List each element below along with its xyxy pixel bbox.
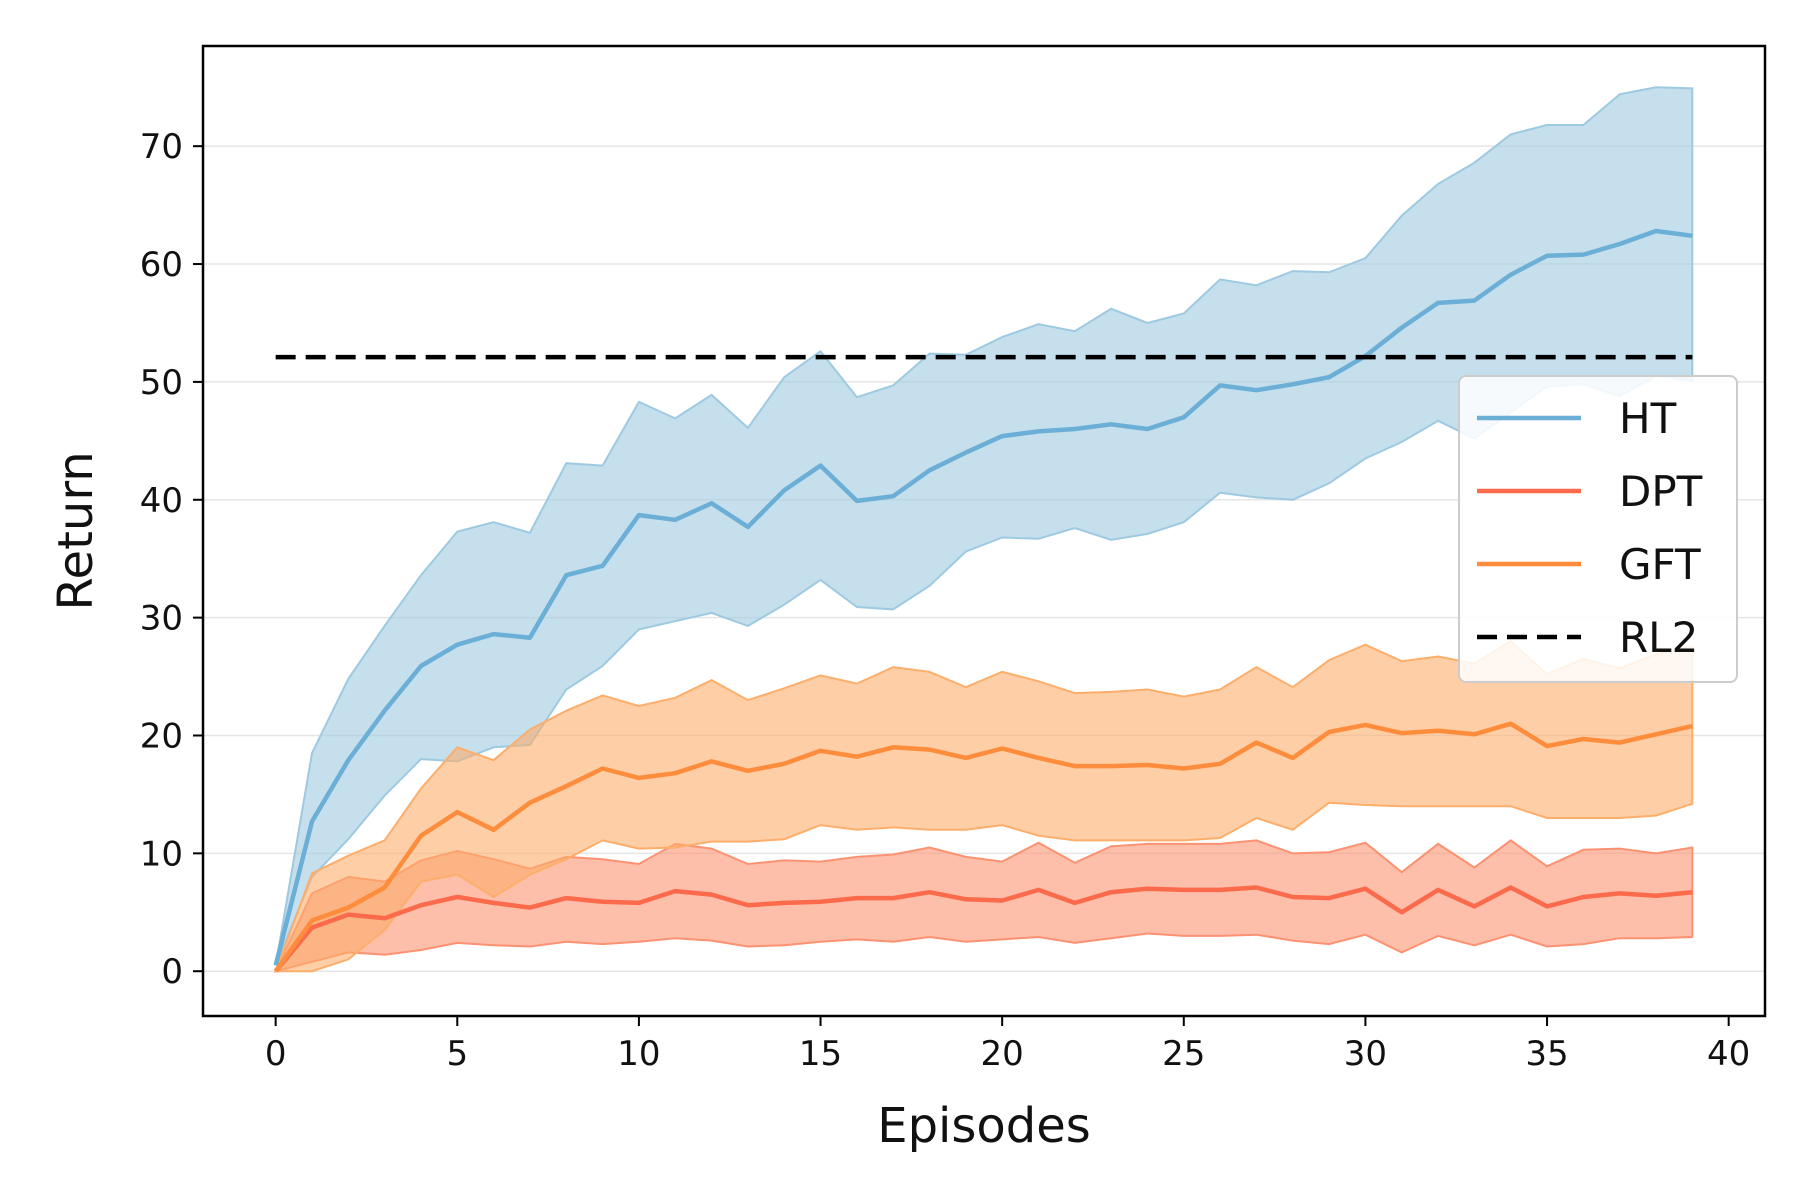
y-axis-title: Return [48, 451, 104, 610]
x-tick-label: 5 [446, 1034, 468, 1074]
x-axis-title: Episodes [877, 1098, 1091, 1154]
legend-label-ht: HT [1619, 394, 1677, 443]
x-tick-label: 0 [265, 1034, 287, 1074]
legend: HT DPT GFT RL2 [1458, 375, 1738, 683]
x-tick-label: 40 [1707, 1034, 1750, 1074]
legend-label-rl2: RL2 [1619, 613, 1698, 662]
legend-label-gft: GFT [1619, 540, 1701, 589]
y-tick-label: 0 [161, 952, 183, 992]
series-lines [273, 228, 1693, 973]
legend-label-dpt: DPT [1619, 467, 1703, 516]
y-tick-label: 60 [140, 245, 183, 285]
y-tick-label: 70 [140, 127, 183, 167]
y-tick-label: 50 [140, 363, 183, 403]
y-tick-label: 10 [140, 834, 183, 874]
x-tick-label: 15 [799, 1034, 842, 1074]
plot-frame [201, 44, 1767, 1018]
x-tick-label: 20 [981, 1034, 1024, 1074]
confidence-bands [273, 86, 1694, 973]
series-line-dpt [273, 885, 1693, 973]
y-tick-label: 40 [140, 481, 183, 521]
series-line-ht [273, 228, 1693, 966]
series-line-gft [273, 721, 1693, 973]
legend-box [1458, 375, 1738, 683]
x-tick-label: 25 [1162, 1034, 1205, 1074]
y-tick-label: 20 [140, 716, 183, 756]
y-tick-label: 30 [140, 599, 183, 639]
x-tick-label: 30 [1344, 1034, 1387, 1074]
axis-ticks: 0 5 10 15 20 25 30 35 40 0 10 20 30 40 50 60 70 [140, 127, 1751, 1074]
band-gft [274, 639, 1694, 973]
x-tick-label: 10 [617, 1034, 660, 1074]
x-tick-label: 35 [1525, 1034, 1568, 1074]
